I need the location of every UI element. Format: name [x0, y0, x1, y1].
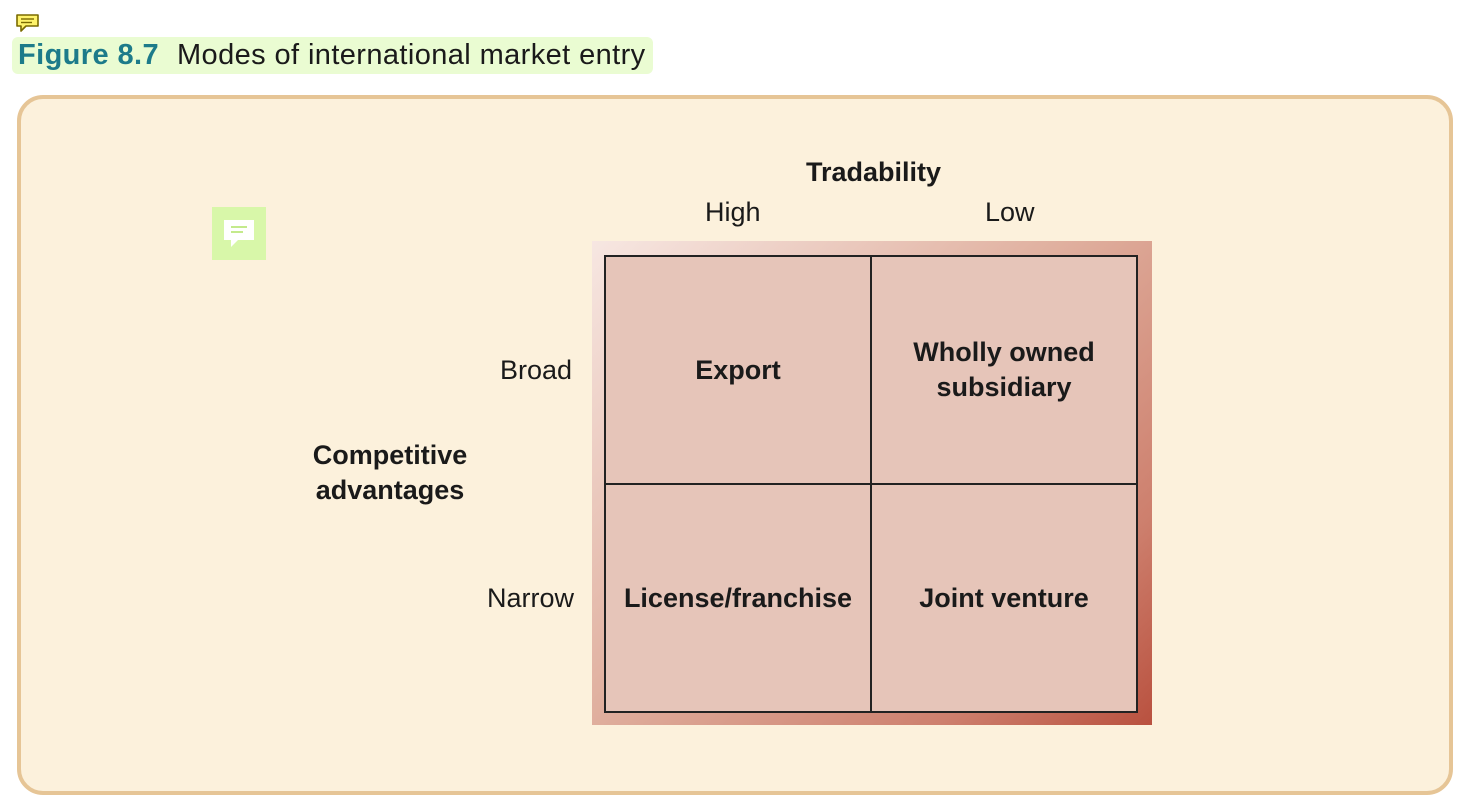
cell-license-label: License/franchise — [623, 582, 853, 613]
figure-number: Figure 8.7 — [18, 39, 159, 71]
figure-title: Modes of international market entry — [177, 39, 646, 71]
note-icon[interactable] — [212, 207, 266, 260]
comment-icon[interactable] — [15, 13, 41, 35]
row-axis-title-line2: advantages — [315, 475, 465, 505]
row-level-broad: Broad — [500, 355, 573, 385]
column-level-high: High — [705, 197, 761, 227]
cell-broad-low: Wholly owned subsidiary — [872, 257, 1136, 483]
cell-broad-high: Export — [606, 257, 870, 483]
cell-narrow-high: License/franchise — [606, 485, 870, 711]
column-axis-title: Tradability — [806, 157, 942, 187]
matrix-divider-horizontal — [604, 483, 1138, 485]
row-axis-title: Competitive advantages — [290, 438, 490, 508]
row-axis-title-line1: Competitive — [312, 440, 468, 470]
cell-export-label: Export — [695, 354, 781, 385]
cell-narrow-low: Joint venture — [872, 485, 1136, 711]
column-level-low: Low — [985, 197, 1035, 227]
cell-wholly-owned-line1: Wholly owned — [913, 337, 1095, 367]
row-level-narrow: Narrow — [487, 583, 575, 613]
cell-joint-venture-label: Joint venture — [919, 582, 1089, 613]
figure-caption: Figure 8.7 Modes of international market… — [12, 37, 653, 74]
cell-wholly-owned-line2: subsidiary — [936, 372, 1072, 402]
